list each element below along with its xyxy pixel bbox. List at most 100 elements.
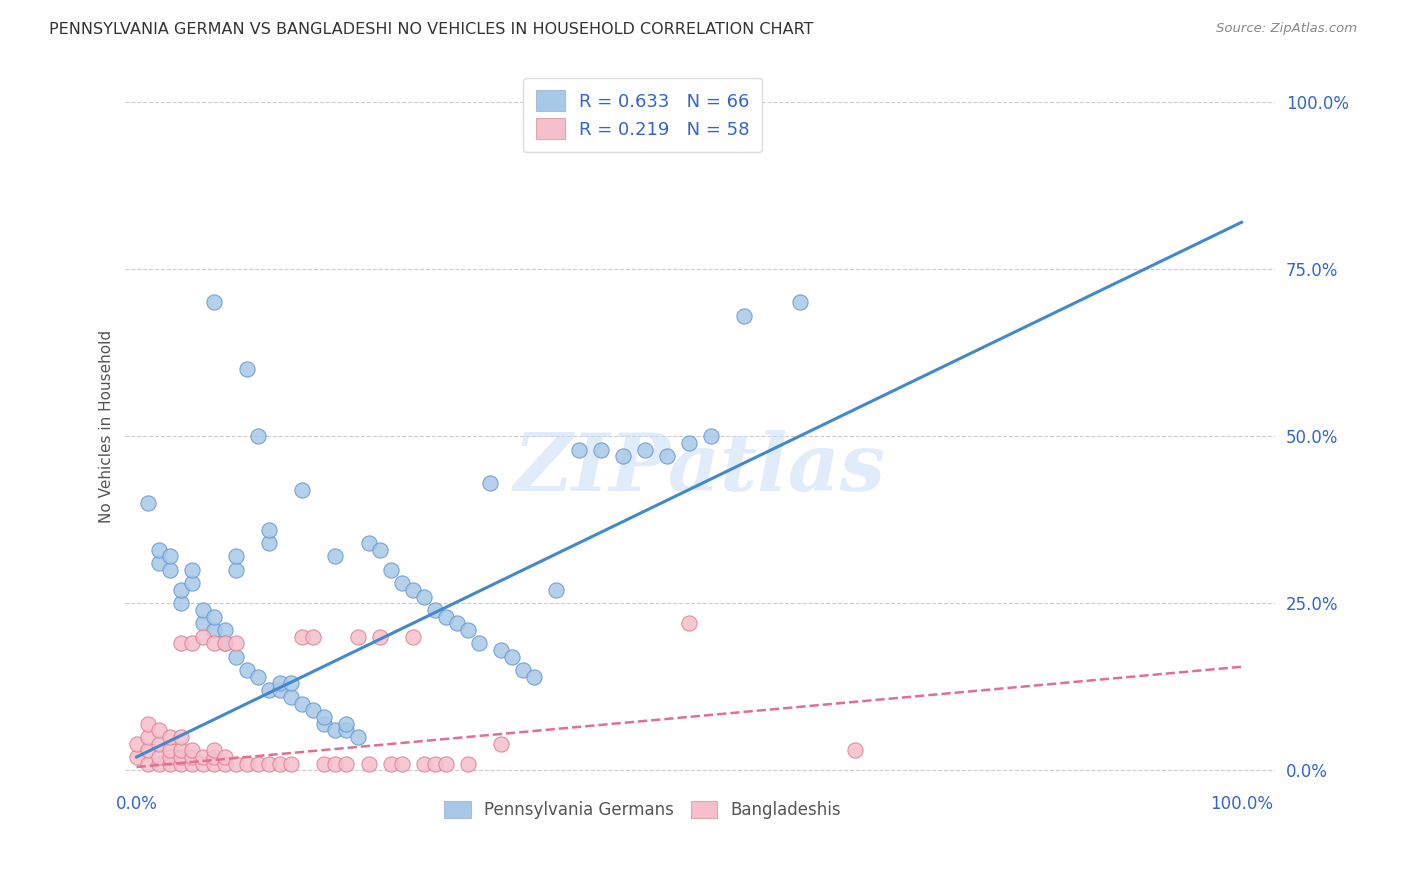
Point — [302, 703, 325, 717]
Point — [202, 295, 225, 310]
Point — [402, 630, 425, 644]
Point — [202, 636, 225, 650]
Text: ZIPatlas: ZIPatlas — [515, 430, 886, 508]
Point — [291, 697, 314, 711]
Point — [148, 756, 170, 771]
Point — [180, 563, 202, 577]
Point — [357, 756, 380, 771]
Point — [136, 730, 159, 744]
Point — [236, 362, 259, 376]
Point — [191, 616, 214, 631]
Point — [457, 756, 479, 771]
Point — [634, 442, 657, 457]
Point — [789, 295, 811, 310]
Text: Source: ZipAtlas.com: Source: ZipAtlas.com — [1216, 22, 1357, 36]
Point — [170, 756, 193, 771]
Point — [159, 563, 181, 577]
Point — [489, 737, 512, 751]
Point — [479, 475, 502, 490]
Point — [325, 756, 347, 771]
Point — [170, 596, 193, 610]
Point — [191, 750, 214, 764]
Point — [202, 756, 225, 771]
Point — [170, 730, 193, 744]
Point — [523, 670, 546, 684]
Point — [269, 676, 291, 690]
Point — [225, 649, 247, 664]
Point — [423, 603, 446, 617]
Point — [700, 429, 723, 443]
Point — [335, 716, 357, 731]
Text: PENNSYLVANIA GERMAN VS BANGLADESHI NO VEHICLES IN HOUSEHOLD CORRELATION CHART: PENNSYLVANIA GERMAN VS BANGLADESHI NO VE… — [49, 22, 814, 37]
Point — [257, 523, 280, 537]
Point — [269, 683, 291, 698]
Point — [257, 536, 280, 550]
Point — [655, 449, 678, 463]
Point — [125, 737, 148, 751]
Point — [412, 590, 434, 604]
Point — [357, 536, 380, 550]
Point — [225, 636, 247, 650]
Point — [546, 582, 568, 597]
Point — [280, 756, 302, 771]
Point — [391, 576, 413, 591]
Point — [247, 429, 270, 443]
Point — [136, 716, 159, 731]
Point — [180, 743, 202, 757]
Point — [136, 743, 159, 757]
Point — [180, 576, 202, 591]
Point — [501, 649, 523, 664]
Legend: Pennsylvania Germans, Bangladeshis: Pennsylvania Germans, Bangladeshis — [437, 794, 848, 825]
Point — [257, 683, 280, 698]
Point — [148, 750, 170, 764]
Point — [202, 609, 225, 624]
Point — [257, 756, 280, 771]
Point — [125, 750, 148, 764]
Point — [391, 756, 413, 771]
Point — [159, 756, 181, 771]
Point — [612, 449, 634, 463]
Point — [380, 756, 402, 771]
Point — [402, 582, 425, 597]
Point — [191, 603, 214, 617]
Point — [434, 756, 457, 771]
Point — [314, 756, 336, 771]
Point — [170, 636, 193, 650]
Point — [446, 616, 468, 631]
Point — [180, 750, 202, 764]
Point — [280, 676, 302, 690]
Point — [335, 723, 357, 738]
Point — [412, 756, 434, 771]
Point — [148, 737, 170, 751]
Point — [214, 623, 236, 637]
Point — [191, 756, 214, 771]
Y-axis label: No Vehicles in Household: No Vehicles in Household — [100, 329, 114, 523]
Point — [148, 542, 170, 557]
Point — [733, 309, 755, 323]
Point — [291, 630, 314, 644]
Point — [678, 616, 700, 631]
Point — [159, 743, 181, 757]
Point — [214, 756, 236, 771]
Point — [225, 549, 247, 564]
Point — [368, 542, 391, 557]
Point — [136, 756, 159, 771]
Point — [678, 435, 700, 450]
Point — [368, 630, 391, 644]
Point — [512, 663, 534, 677]
Point — [468, 636, 491, 650]
Point — [335, 756, 357, 771]
Point — [567, 442, 589, 457]
Point — [269, 756, 291, 771]
Point — [159, 750, 181, 764]
Point — [202, 750, 225, 764]
Point — [170, 743, 193, 757]
Point — [191, 630, 214, 644]
Point — [314, 710, 336, 724]
Point — [589, 442, 612, 457]
Point — [314, 716, 336, 731]
Point — [247, 756, 270, 771]
Point — [325, 723, 347, 738]
Point — [225, 563, 247, 577]
Point — [844, 743, 866, 757]
